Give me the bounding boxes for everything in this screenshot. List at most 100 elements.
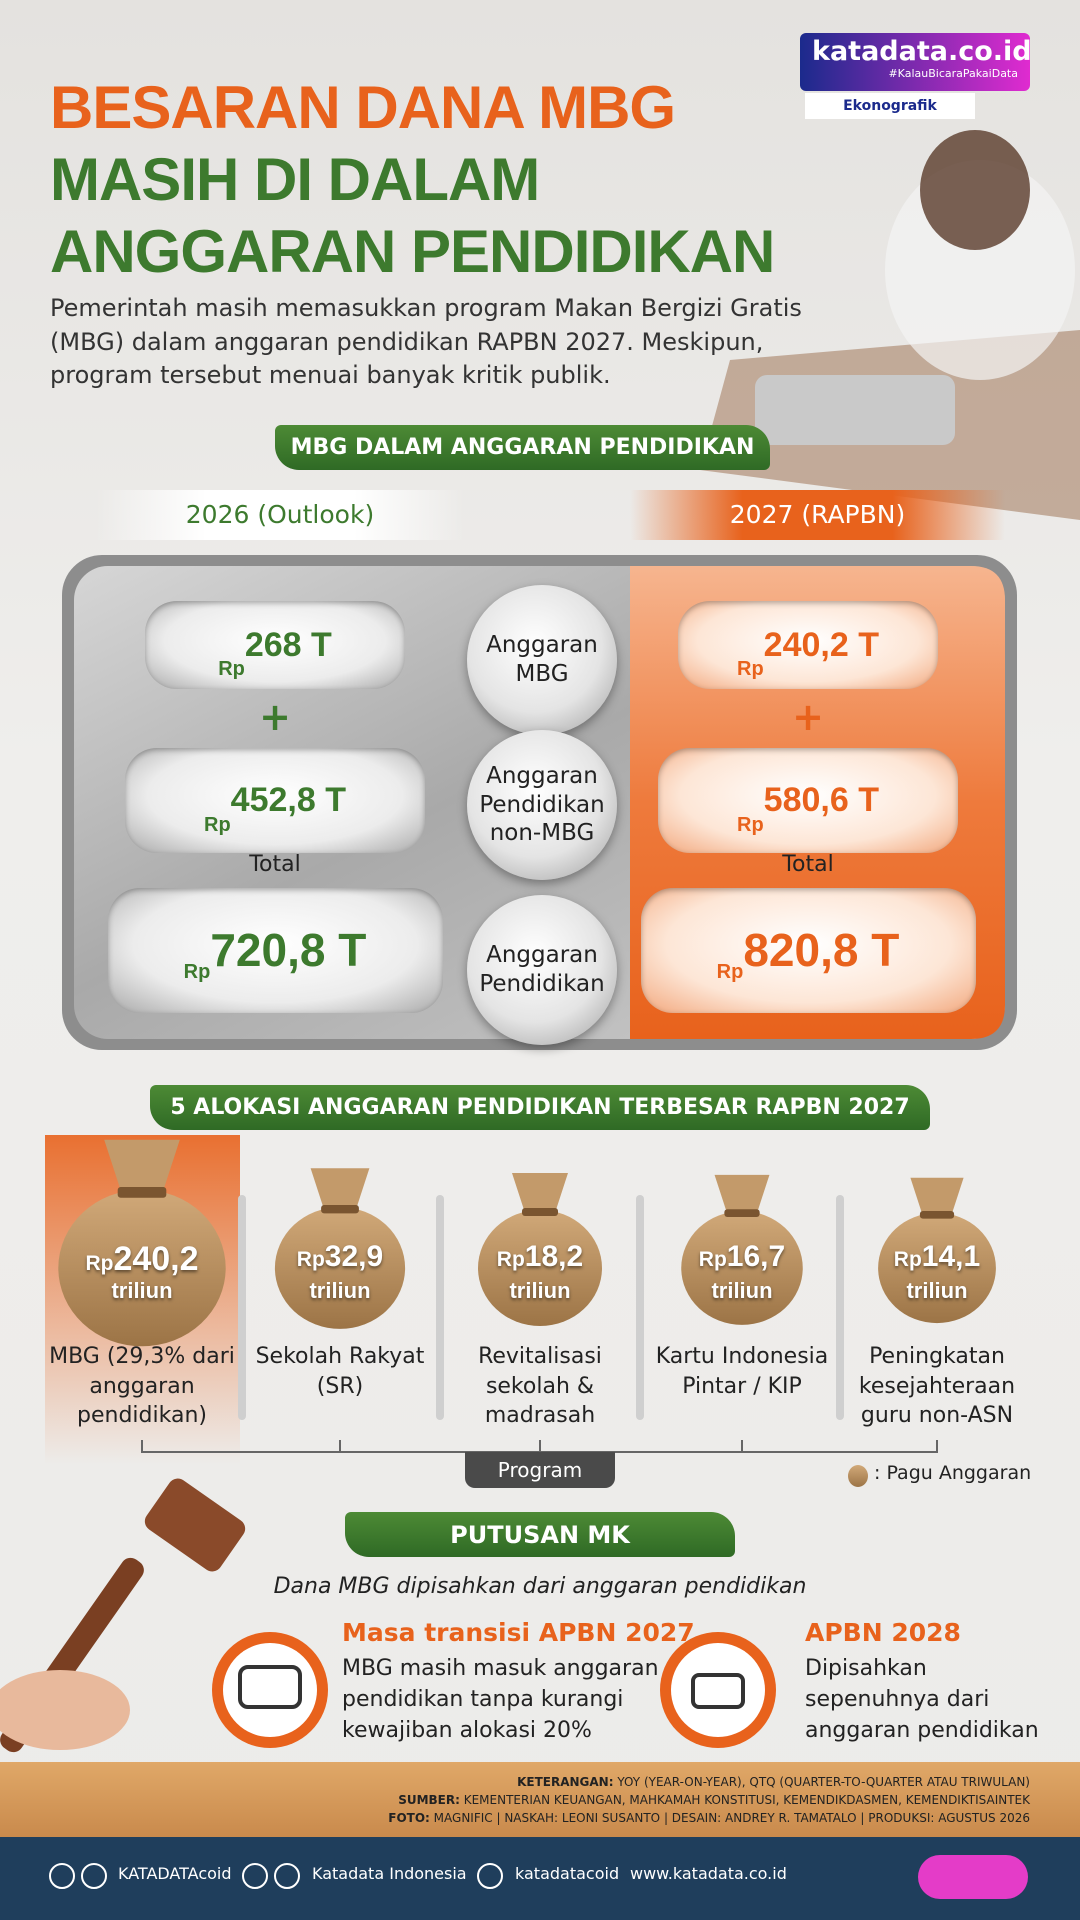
currency: Rp [85, 1252, 114, 1275]
currency: Rp [893, 1248, 922, 1271]
bag-unit: triliun [509, 1278, 571, 1303]
currency: Rp [204, 813, 231, 836]
bag-amount: Rp16,7 [652, 1240, 832, 1274]
total-label: Total [782, 852, 834, 877]
value-box: Rp 580,6 T [658, 747, 958, 853]
program-label: Revitalisasi sekolah & madrasah [478, 1344, 602, 1429]
currency: Rp [737, 658, 764, 681]
currency: Rp [296, 1248, 325, 1271]
currency: Rp [716, 961, 744, 984]
gavel-head [144, 1478, 246, 1572]
separator [436, 1195, 444, 1420]
section-title: PUTUSAN MK [345, 1512, 735, 1557]
currency: Rp [218, 658, 245, 681]
money-bag-tie [321, 1205, 359, 1214]
money-bag-neck [310, 1168, 370, 1214]
note-line: SUMBER: KEMENTERIAN KEUANGAN, MAHKAMAH K… [388, 1791, 1030, 1809]
program-label: Peningkatan kesejahteraan guru non-ASN [858, 1344, 1016, 1429]
money-bag-tie [919, 1211, 955, 1219]
row-label: Anggaran MBG [467, 585, 617, 735]
separator [836, 1195, 844, 1420]
amount: 18,2 [524, 1240, 584, 1273]
value: 452,8 T [230, 780, 346, 819]
money-bag [878, 1212, 996, 1324]
value: 240,2 T [763, 625, 879, 664]
value-box: Rp 452,8 T [125, 747, 425, 853]
icon [242, 1863, 268, 1889]
icon-glyph [691, 1673, 745, 1709]
plus: + [792, 695, 824, 739]
social: www.katadata.co.id [630, 1864, 787, 1883]
bag-amount: Rp32,9 [250, 1240, 430, 1274]
currency: Rp [698, 1248, 727, 1271]
food-tray [755, 375, 955, 445]
icon [223, 1643, 317, 1737]
column-heading: 2027 (RAPBN) [630, 490, 1005, 540]
ruling-text: Dipisahkan sepenuhnya dari anggaran pend… [805, 1656, 1039, 1744]
logo-text: katadata.co.id [812, 36, 1032, 67]
money-bag-neck [910, 1177, 964, 1219]
bag-amount: Rp240,2 [52, 1240, 232, 1279]
value: 720,8 T [210, 924, 367, 976]
subtitle: Pemerintah masih memasukkan program Maka… [50, 294, 802, 390]
program-label: Kartu Indonesia Pintar / KIP [655, 1344, 829, 1399]
money-bag-tie [724, 1209, 760, 1218]
social: Katadata Indonesia [312, 1864, 467, 1883]
icon [49, 1863, 75, 1889]
note-text: YOY (YEAR-ON-YEAR), QTQ (QUARTER-TO-QUAR… [617, 1775, 1030, 1789]
currency: Rp [496, 1248, 525, 1271]
note-line: FOTO: MAGNIFIC | NASKAH: LEONI SUSANTO |… [388, 1809, 1030, 1827]
ruling-title: Masa transisi APBN 2027 [342, 1618, 695, 1647]
separators [238, 1195, 844, 1420]
icon-glyph [238, 1665, 302, 1709]
bag-unit: triliun [906, 1278, 968, 1303]
value: 820,8 T [743, 924, 900, 976]
logo-tagline: #KalauBicaraPakaiData [888, 66, 1018, 80]
child-head [920, 130, 1030, 250]
category: Ekonografik [805, 93, 975, 119]
title-line: BESARAN DANA MBG [50, 74, 676, 141]
money-bag [478, 1210, 602, 1326]
value-box: Rp 240,2 T [678, 601, 938, 689]
bag-amount: Rp18,2 [450, 1240, 630, 1274]
separator [238, 1195, 246, 1420]
money-bag [681, 1211, 803, 1325]
axis-label: Program [465, 1452, 615, 1488]
money-bag [58, 1189, 226, 1347]
bag-unit: triliun [111, 1278, 173, 1303]
icon [477, 1863, 503, 1889]
money-bag [274, 1207, 406, 1329]
money-bag-neck [104, 1139, 180, 1198]
license-badge [918, 1855, 1028, 1899]
title-line: ANGGARAN PENDIDIKAN [50, 218, 775, 285]
program-label: Sekolah Rakyat (SR) [255, 1344, 425, 1399]
logo: katadata.co.id #KalauBicaraPakaiData [800, 33, 1032, 91]
currency: Rp [737, 813, 764, 836]
total-label: Total [249, 852, 301, 877]
value: 580,6 T [763, 780, 879, 819]
legend-icon [848, 1465, 868, 1487]
program-bracket [141, 1440, 938, 1453]
money-bag-neck [714, 1174, 770, 1218]
plus: + [259, 695, 291, 739]
social-icons [49, 1863, 503, 1889]
icon [81, 1863, 107, 1889]
hand [0, 1670, 130, 1750]
icon [671, 1643, 765, 1737]
note-label: FOTO: [388, 1811, 430, 1825]
note-text: KEMENTERIAN KEUANGAN, MAHKAMAH KONSTITUS… [463, 1793, 1030, 1807]
amount: 32,9 [324, 1240, 384, 1273]
bag-unit: triliun [711, 1278, 773, 1303]
footer-notes: KETERANGAN: YOY (YEAR-ON-YEAR), QTQ (QUA… [388, 1773, 1030, 1827]
note-line: KETERANGAN: YOY (YEAR-ON-YEAR), QTQ (QUA… [388, 1773, 1030, 1791]
money-bag-neck [512, 1173, 568, 1216]
amount: 240,2 [113, 1240, 199, 1278]
ruling-text: MBG masih masuk anggaran pendidikan tanp… [342, 1656, 659, 1744]
note-label: SUMBER: [398, 1793, 460, 1807]
value-box: Rp 268 T [145, 601, 405, 689]
section-title: MBG DALAM ANGGARAN PENDIDIKAN [275, 425, 770, 470]
note-label: KETERANGAN: [517, 1775, 614, 1789]
section-title: 5 ALOKASI ANGGARAN PENDIDIKAN TERBESAR R… [150, 1085, 930, 1130]
value-box: Rp 720,8 T [107, 887, 443, 1013]
